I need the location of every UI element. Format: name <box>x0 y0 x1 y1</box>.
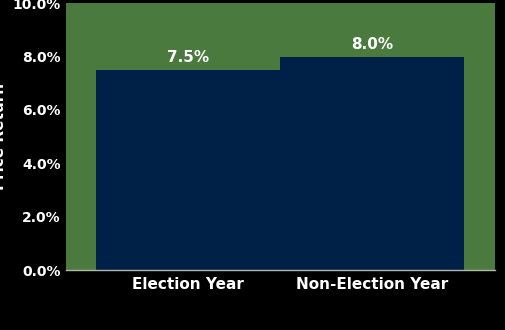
Text: 7.5%: 7.5% <box>167 50 210 65</box>
Bar <box>96 70 280 270</box>
Y-axis label: Price Return: Price Return <box>0 83 7 190</box>
Bar <box>280 57 464 270</box>
Text: 8.0%: 8.0% <box>351 37 393 52</box>
